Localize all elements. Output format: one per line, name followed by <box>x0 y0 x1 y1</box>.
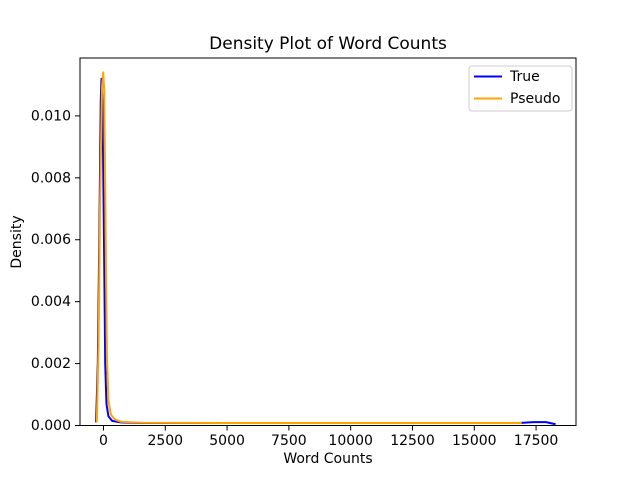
chart-title: Density Plot of Word Counts <box>209 34 447 54</box>
y-tick-label: 0.006 <box>31 232 71 248</box>
legend: True Pseudo <box>468 65 573 112</box>
x-tick-label: 17500 <box>514 433 559 449</box>
x-tick-label: 10000 <box>328 433 373 449</box>
y-tick-label: 0.000 <box>31 418 71 434</box>
y-tick-label: 0.004 <box>31 294 71 310</box>
plot-spines <box>79 57 577 426</box>
x-axis-ticks: 0 2500 5000 7500 10000 12500 15000 17500 <box>99 425 559 449</box>
x-tick-label: 2500 <box>147 433 183 449</box>
axes-background <box>80 58 576 426</box>
x-axis-label: Word Counts <box>283 451 372 467</box>
y-tick-label: 0.008 <box>31 170 71 186</box>
series-line-pseudo <box>95 71 522 425</box>
y-tick-label: 0.002 <box>31 356 71 372</box>
series-lines <box>95 71 556 426</box>
x-tick-label: 5000 <box>209 433 245 449</box>
legend-label-pseudo: Pseudo <box>510 91 560 107</box>
y-axis-ticks: 0.000 0.002 0.004 0.006 0.008 0.010 <box>31 108 80 434</box>
y-axis-label: Density <box>9 215 25 268</box>
legend-label-true: True <box>509 69 540 85</box>
x-tick-label: 7500 <box>271 433 307 449</box>
y-tick-label: 0.010 <box>31 108 71 124</box>
x-tick-label: 0 <box>99 433 108 449</box>
x-tick-label: 12500 <box>390 433 435 449</box>
x-tick-label: 15000 <box>452 433 497 449</box>
